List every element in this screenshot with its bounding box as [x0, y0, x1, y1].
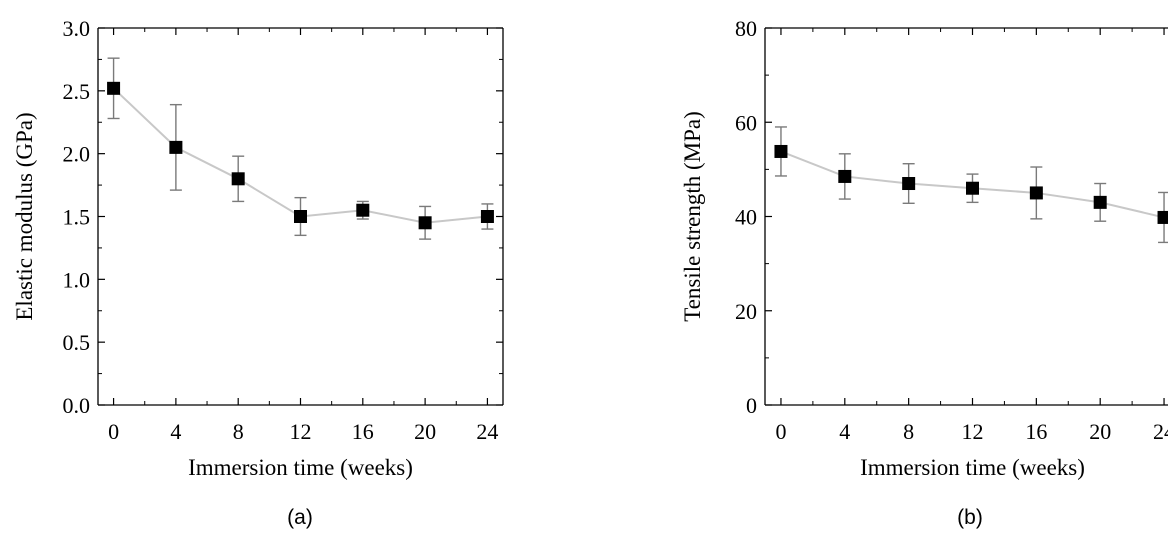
chart-panel-a: 0 4 8 12 16 20 24 0.0 0.5 1.0 1.5 2.0 2.5 3.0 Immersio…	[12, 16, 504, 529]
y-tick-label: 2.0	[63, 142, 91, 167]
data-point	[902, 177, 916, 191]
data-point	[838, 169, 852, 183]
x-tick-label: 0	[775, 419, 786, 444]
x-tick-label: 8	[233, 419, 244, 444]
y-tick-label: 60	[735, 110, 757, 135]
x-tick-label: 4	[170, 419, 181, 444]
x-tick-label: 24	[476, 419, 498, 444]
y-tick-label: 3.0	[63, 16, 91, 41]
y-tick-label: 1.0	[63, 267, 91, 292]
x-axis-title: Immersion time (weeks)	[188, 455, 413, 480]
y-tick-label: 0	[746, 393, 757, 418]
data-point	[231, 172, 245, 186]
data-point	[356, 203, 370, 217]
data-point	[774, 144, 788, 158]
y-tick-label: 2.5	[63, 79, 91, 104]
y-tick-label: 0.0	[63, 393, 91, 418]
x-tick-label: 0	[108, 419, 119, 444]
panel-label: (a)	[287, 506, 313, 529]
x-tick-label: 4	[839, 419, 850, 444]
x-axis-title: Immersion time (weeks)	[860, 455, 1085, 480]
y-axis-title: Tensile strength (MPa)	[680, 111, 705, 321]
x-tick-label: 12	[290, 419, 312, 444]
data-point	[480, 210, 494, 223]
data-point	[1157, 210, 1168, 224]
data-point	[294, 210, 307, 223]
x-tick-label: 16	[1025, 419, 1047, 444]
data-point	[418, 216, 432, 230]
panel-label: (b)	[957, 506, 983, 529]
data-point	[1093, 195, 1107, 209]
x-tick-label: 8	[903, 419, 914, 444]
data-point	[169, 140, 183, 154]
chart-panel-b: 0 4 8 12 16 20 24 0 20 40 60 80 Immersion time (week…	[680, 16, 1168, 529]
x-tick-label: 16	[352, 419, 374, 444]
data-point	[966, 181, 979, 195]
x-tick-label: 20	[1089, 419, 1111, 444]
x-tick-label: 24	[1153, 419, 1168, 444]
x-tick-label: 20	[414, 419, 436, 444]
y-tick-label: 20	[735, 299, 757, 324]
y-tick-label: 40	[735, 205, 757, 230]
data-point	[1029, 186, 1043, 200]
data-point	[107, 81, 121, 95]
y-axis-title: Elastic modulus (GPa)	[12, 112, 37, 320]
y-tick-label: 0.5	[63, 330, 91, 355]
x-tick-label: 12	[962, 419, 984, 444]
y-tick-label: 1.5	[63, 205, 91, 230]
y-tick-label: 80	[735, 16, 757, 41]
